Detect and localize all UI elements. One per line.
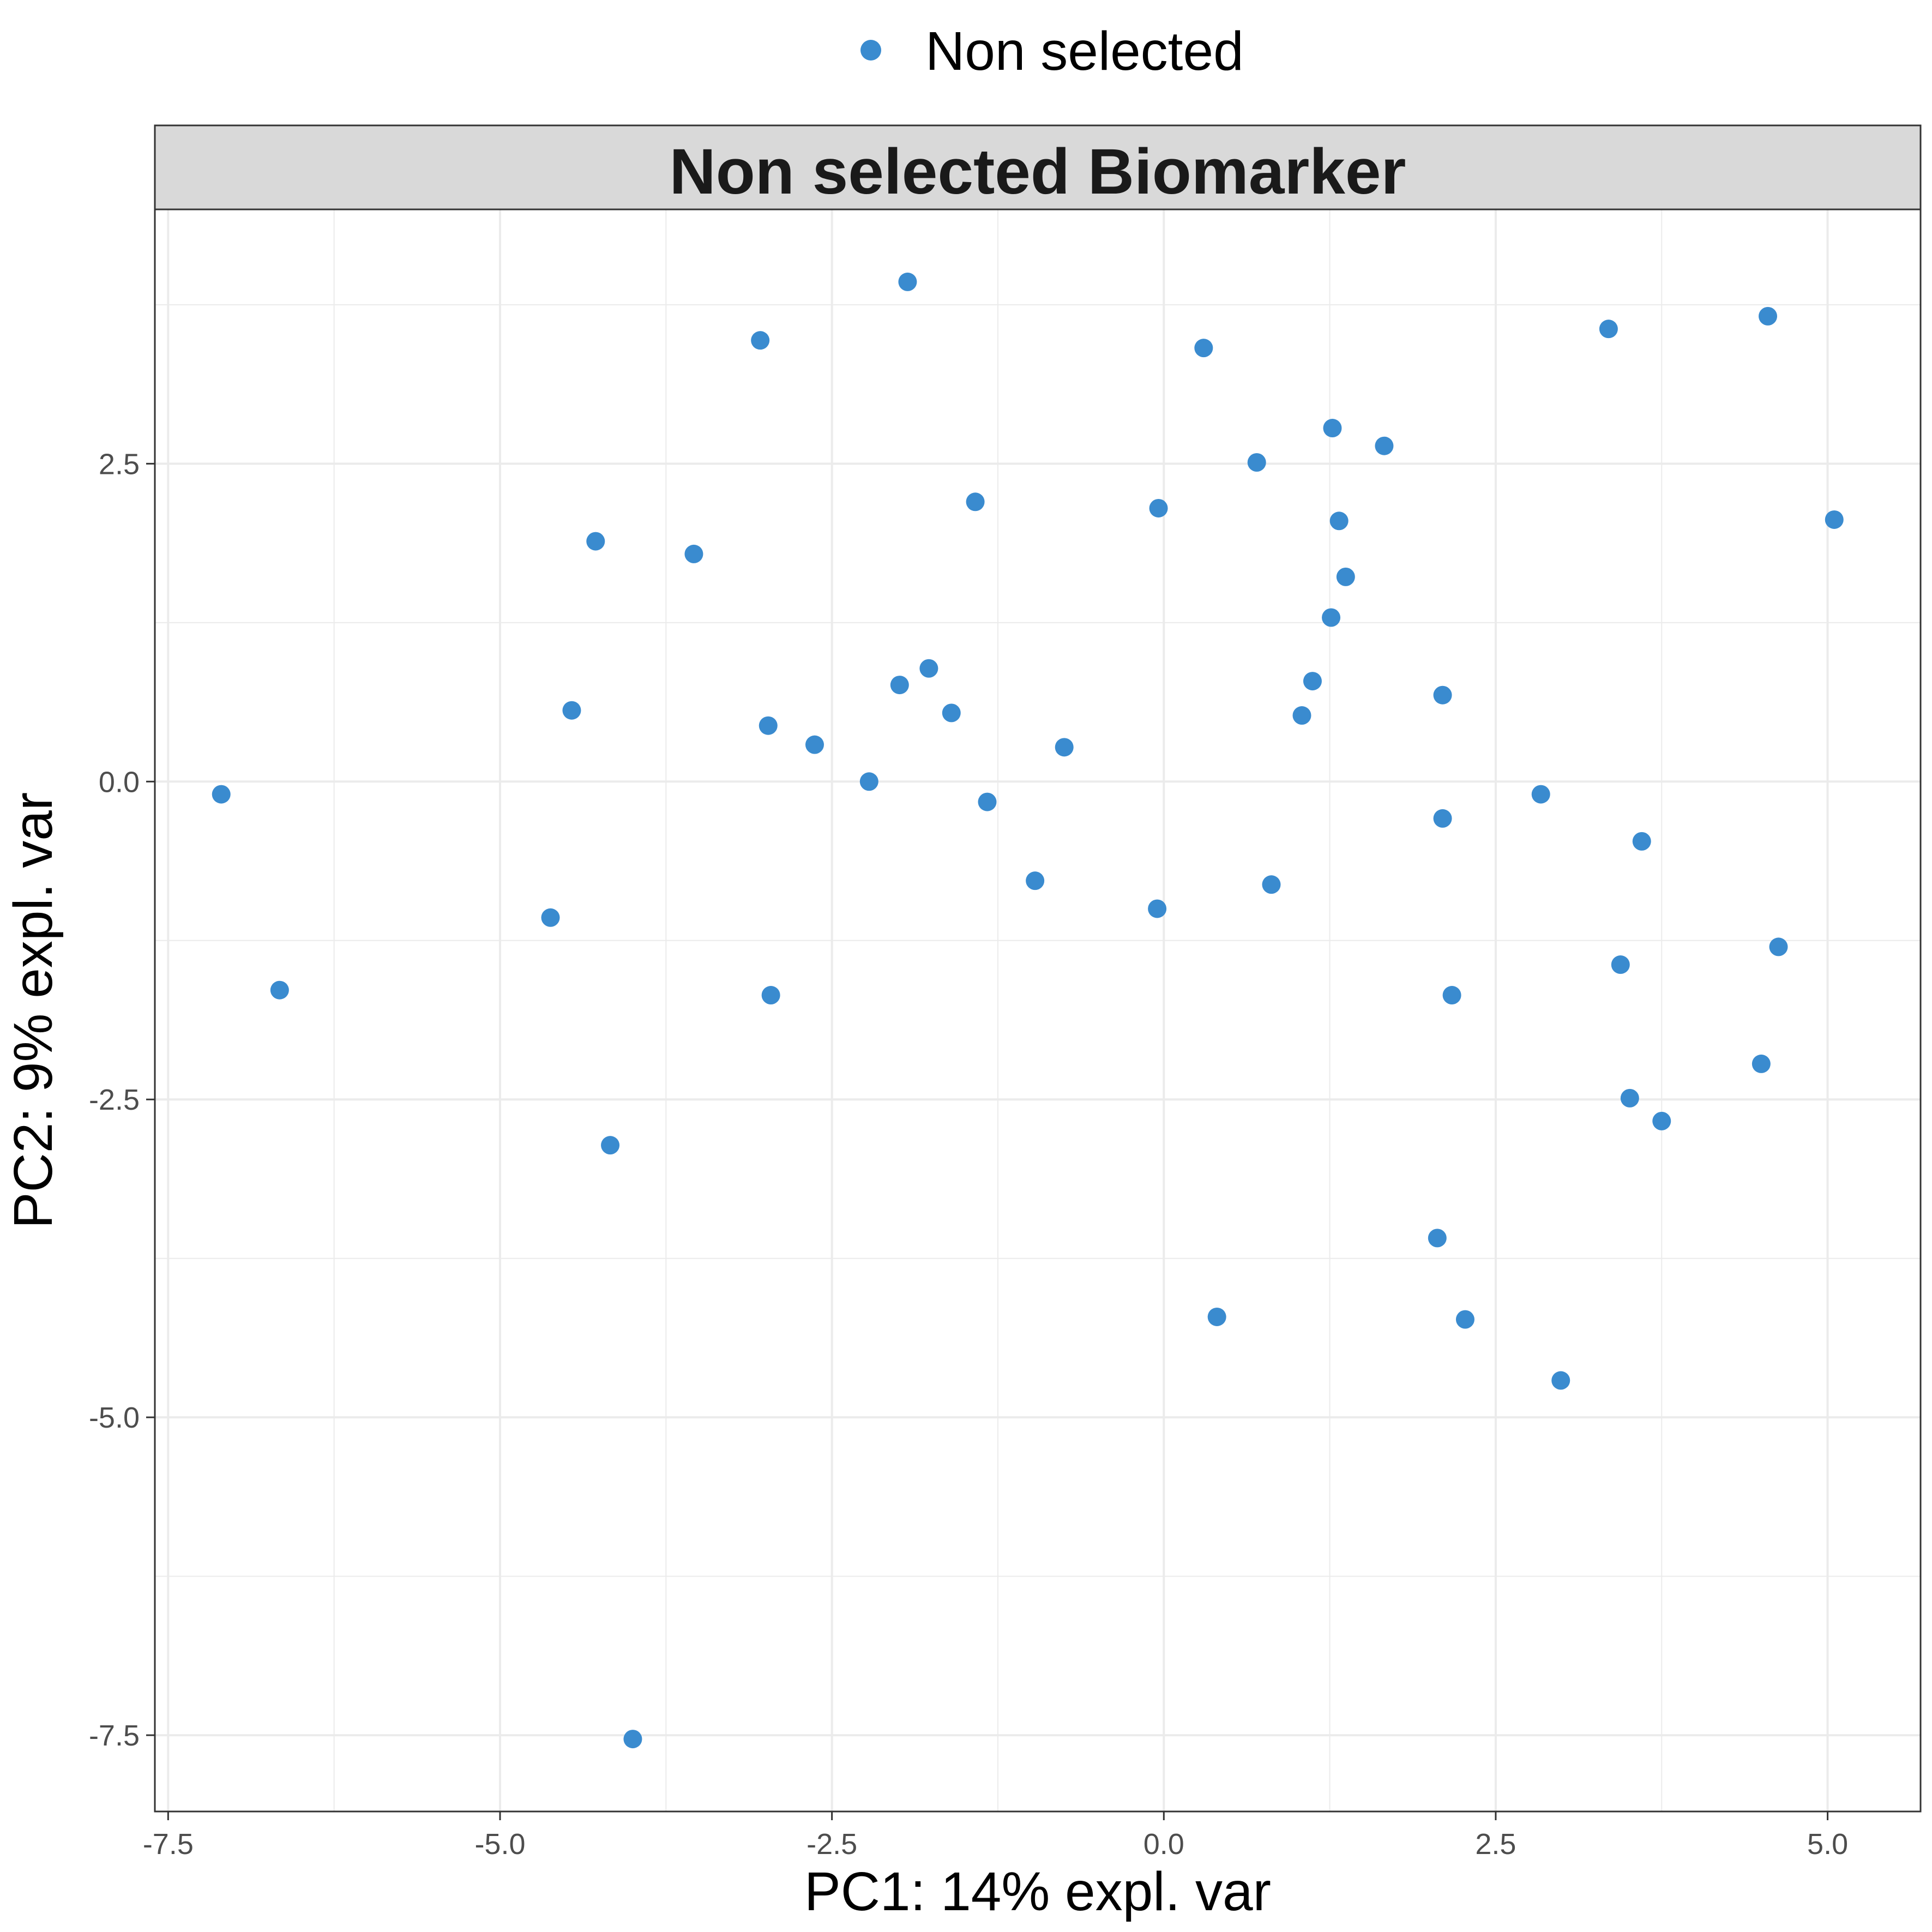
data-point xyxy=(1323,419,1342,438)
data-point xyxy=(859,772,878,791)
data-point xyxy=(1759,306,1778,326)
y-axis: -7.5 -5.0 -2.5 0.0 2.5 xyxy=(89,448,155,1752)
data-point xyxy=(1375,436,1394,455)
y-tick-label: -5.0 xyxy=(89,1401,140,1434)
y-tick-label: -2.5 xyxy=(89,1084,140,1116)
data-point xyxy=(1292,706,1311,725)
data-point xyxy=(1611,955,1630,974)
x-tick-label: 5.0 xyxy=(1807,1828,1848,1861)
data-point xyxy=(1148,899,1167,918)
data-point xyxy=(1433,809,1452,828)
data-point xyxy=(601,1136,620,1155)
data-point xyxy=(586,532,605,551)
data-point xyxy=(1207,1307,1226,1326)
data-point xyxy=(898,272,917,291)
facet-strip: Non selected Biomarker xyxy=(154,124,1922,210)
data-point xyxy=(1769,937,1788,956)
data-point xyxy=(966,492,985,511)
data-point xyxy=(1055,738,1074,757)
x-tick-label: -7.5 xyxy=(143,1828,194,1861)
legend: Non selected xyxy=(860,21,1244,82)
data-point xyxy=(1652,1111,1671,1130)
data-point xyxy=(978,792,997,811)
data-point xyxy=(751,331,770,350)
strip-background xyxy=(154,124,1922,210)
y-tick-label: 0.0 xyxy=(99,766,140,798)
legend-label: Non selected xyxy=(925,21,1244,82)
plot-panel xyxy=(155,209,1921,1811)
chart-title: Non selected Biomarker xyxy=(670,136,1406,208)
data-point xyxy=(1455,1310,1474,1329)
data-point xyxy=(1194,339,1213,358)
data-point xyxy=(1433,685,1452,705)
data-point xyxy=(1551,1371,1570,1390)
data-point xyxy=(1752,1054,1771,1073)
data-point xyxy=(1531,785,1550,804)
y-axis-title: PC2: 9% expl. var xyxy=(3,792,64,1229)
data-point xyxy=(1322,608,1341,627)
plot-frame xyxy=(154,208,1922,1813)
data-point xyxy=(1442,986,1461,1005)
data-point xyxy=(1336,567,1355,586)
data-point xyxy=(942,703,961,723)
data-point xyxy=(1620,1088,1639,1108)
data-point xyxy=(1825,510,1844,529)
data-point xyxy=(1329,511,1349,531)
x-tick-label: -2.5 xyxy=(806,1828,857,1861)
x-axis-title: PC1: 14% expl. var xyxy=(804,1861,1271,1922)
x-axis: -7.5 -5.0 -2.5 0.0 2.5 5.0 xyxy=(143,1811,1848,1861)
x-tick-label: 2.5 xyxy=(1475,1828,1516,1861)
data-point xyxy=(1599,320,1618,339)
data-point xyxy=(761,986,780,1005)
x-tick-label: 0.0 xyxy=(1143,1828,1184,1861)
data-point xyxy=(805,735,824,754)
data-point xyxy=(890,676,909,695)
grid-minor xyxy=(155,209,1921,1811)
data-point xyxy=(541,908,560,927)
x-tick-label: -5.0 xyxy=(474,1828,525,1861)
data-point xyxy=(623,1730,642,1749)
data-point xyxy=(562,701,581,720)
data-point xyxy=(1303,672,1322,691)
y-tick-label: -7.5 xyxy=(89,1719,140,1752)
data-point xyxy=(684,544,703,563)
data-point xyxy=(759,716,778,735)
y-tick-label: 2.5 xyxy=(99,448,140,480)
data-point xyxy=(1428,1229,1447,1248)
data-point xyxy=(1149,498,1168,517)
data-point xyxy=(919,659,938,678)
data-point xyxy=(212,785,231,804)
data-point xyxy=(1262,875,1281,894)
data-point xyxy=(270,980,289,1000)
data-point xyxy=(1247,453,1266,472)
data-point xyxy=(1632,832,1651,851)
points-layer xyxy=(212,272,1844,1749)
data-point xyxy=(1026,871,1045,890)
legend-marker xyxy=(860,40,881,61)
